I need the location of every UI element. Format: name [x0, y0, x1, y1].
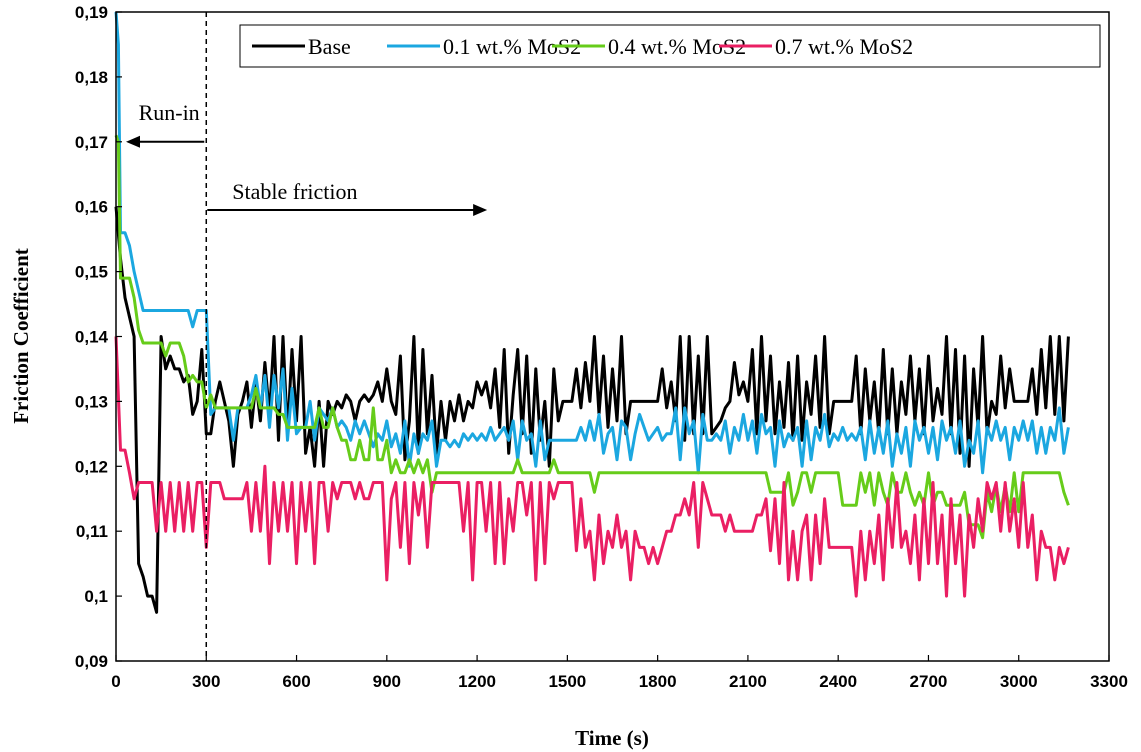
x-tick-label: 3300: [1090, 672, 1128, 691]
y-tick-label: 0,14: [75, 328, 109, 347]
series-line-1: [114, 11, 1070, 475]
run-in-label: Run-in: [139, 100, 200, 125]
x-tick-label: 2100: [729, 672, 767, 691]
y-tick-label: 0,15: [75, 263, 108, 282]
y-tick-label: 0,12: [75, 457, 108, 476]
series-line-0: [114, 206, 1070, 614]
x-tick-label: 2400: [819, 672, 857, 691]
y-tick-label: 0,18: [75, 68, 108, 87]
stable-friction-arrow-head: [473, 203, 488, 216]
legend-label-3: 0.7 wt.% MoS2: [775, 34, 913, 59]
x-tick-label: 2700: [910, 672, 948, 691]
stable-friction-label: Stable friction: [232, 179, 357, 204]
y-tick-label: 0,1: [84, 587, 108, 606]
y-tick-label: 0,16: [75, 198, 108, 217]
x-axis-title: Time (s): [575, 726, 649, 750]
x-tick-label: 0: [111, 672, 120, 691]
y-tick-label: 0,19: [75, 3, 108, 22]
legend-box: [239, 24, 1101, 68]
x-tick-label: 900: [373, 672, 401, 691]
x-tick-label: 1500: [548, 672, 586, 691]
annotation-layer: Run-in Stable friction: [126, 100, 488, 216]
x-tick-label: 1200: [458, 672, 496, 691]
series-line-3: [114, 336, 1070, 598]
y-tick-label: 0,09: [75, 652, 108, 671]
x-tick-label: 1800: [639, 672, 677, 691]
y-axis-title: Friction Coefficient: [9, 248, 33, 424]
y-tick-label: 0,11: [76, 522, 108, 541]
y-tick-label: 0,17: [75, 133, 108, 152]
x-tick-label: 300: [192, 672, 220, 691]
run-in-arrow-head: [126, 135, 140, 148]
x-tick-label: 600: [282, 672, 310, 691]
y-tick-label: 0,13: [75, 392, 108, 411]
series-line-2: [114, 134, 1070, 540]
legend: Base 0.1 wt.% MoS2 0.4 wt.% MoS2 0.7 wt.% M…: [239, 24, 1101, 68]
legend-label-0: Base: [308, 34, 351, 59]
series-layer: [114, 11, 1070, 614]
x-tick-label: 3000: [1000, 672, 1038, 691]
axis-layer: 0,09 0,1 0,11 0,12 0,13 0,14 0,15 0,16 0,17 0,18 0…: [75, 3, 1128, 691]
